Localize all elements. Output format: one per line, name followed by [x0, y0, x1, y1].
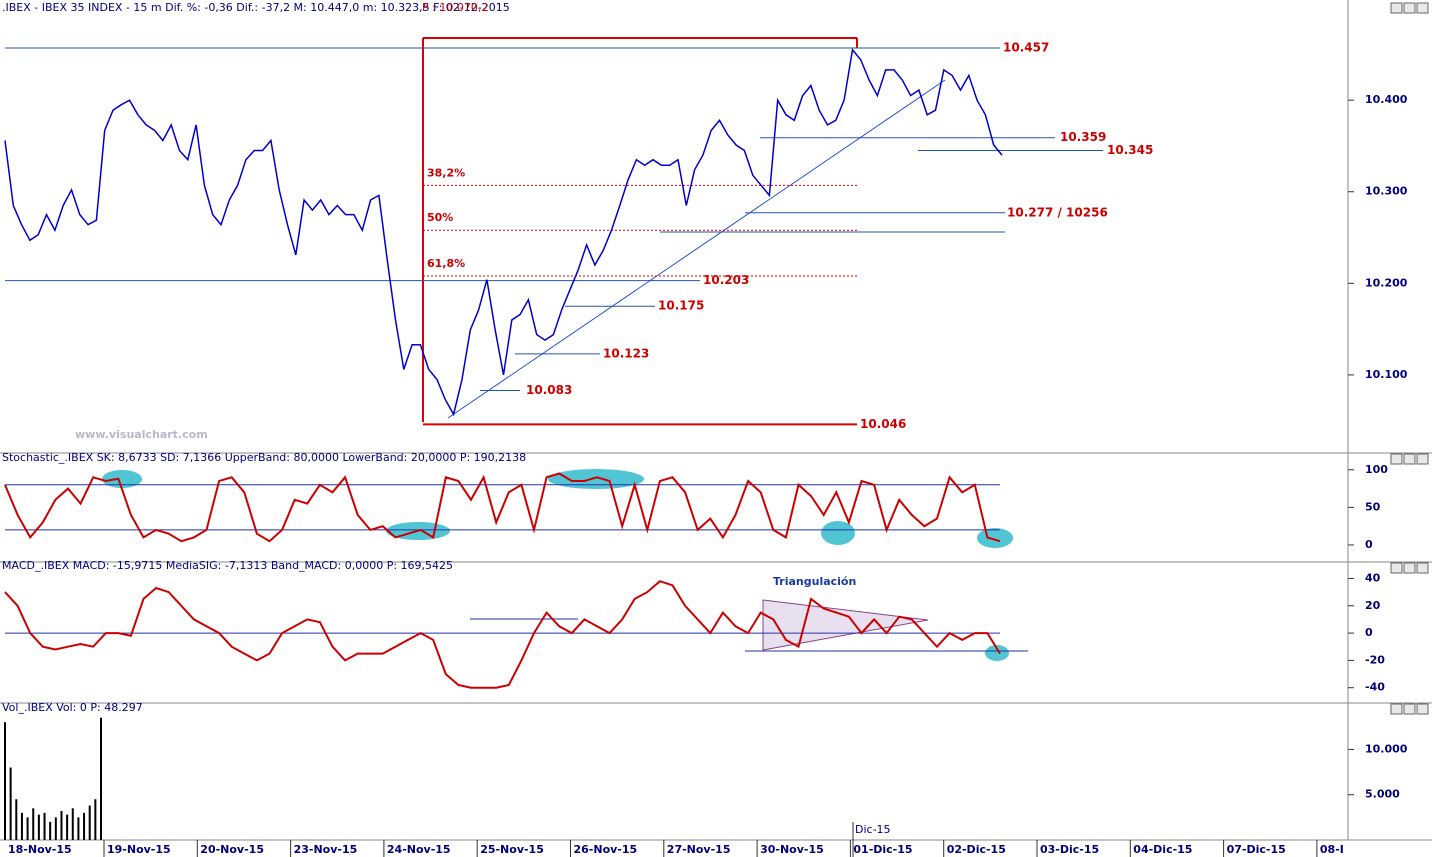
- level-label: 10.046: [860, 417, 906, 431]
- panel-header: Vol_.IBEX Vol: 0 P: 48.297: [2, 701, 143, 714]
- volume-bar: [9, 767, 12, 840]
- x-tick-label: 03-Dic-15: [1040, 843, 1099, 856]
- y-tick-label: 100: [1365, 463, 1388, 476]
- x-tick-label: 07-Dic-15: [1227, 843, 1286, 856]
- volume-bar: [77, 817, 80, 840]
- y-tick-label: 10.100: [1365, 368, 1408, 381]
- y-tick-label: 10.200: [1365, 276, 1408, 289]
- x-tick-label: 19-Nov-15: [107, 843, 171, 856]
- price-label: P : 10.070,2: [422, 1, 488, 14]
- y-tick-label: 50: [1365, 500, 1381, 513]
- volume-bar: [66, 814, 69, 840]
- volume-bar: [15, 799, 18, 840]
- level-label: 10.277 / 10256: [1007, 205, 1108, 219]
- level-label: 10.123: [603, 346, 649, 360]
- fib-label: 50%: [427, 211, 453, 224]
- volume-bar: [60, 811, 63, 840]
- x-tick-label: 18-Nov-15: [8, 843, 72, 856]
- fib-label: 61,8%: [427, 257, 465, 270]
- x-tick-label: 26-Nov-15: [574, 843, 638, 856]
- y-tick-label: 20: [1365, 599, 1381, 612]
- series-line: [4, 48, 1003, 417]
- y-tick-label: 0: [1365, 538, 1373, 551]
- triangle-label: Triangulación: [773, 575, 856, 588]
- x-tick-label: 02-Dic-15: [947, 843, 1006, 856]
- y-tick-label: 5.000: [1365, 788, 1400, 801]
- level-label: 10.345: [1107, 143, 1153, 157]
- volume-bar: [94, 799, 97, 840]
- volume-bar: [71, 808, 74, 840]
- y-tick-label: 10.000: [1365, 742, 1408, 755]
- series-line: [4, 472, 1001, 543]
- x-tick-label: 25-Nov-15: [480, 843, 544, 856]
- series-line: [4, 580, 1001, 689]
- y-tick-label: 10.400: [1365, 93, 1408, 106]
- panel-header: MACD_.IBEX MACD: -15,9715 MediaSIG: -7,1…: [2, 559, 453, 572]
- chart-header: .IBEX - IBEX 35 INDEX - 15 m Dif. %: -0,…: [2, 1, 510, 14]
- volume-bar: [32, 808, 35, 840]
- volume-bar: [26, 817, 29, 840]
- window-buttons[interactable]: [1390, 2, 1429, 715]
- y-tick-label: -20: [1365, 653, 1385, 666]
- month-label: Dic-15: [855, 823, 891, 836]
- x-tick-label: 01-Dic-15: [853, 843, 912, 856]
- volume-bar: [54, 817, 57, 840]
- volume-bar: [20, 812, 23, 840]
- level-label: 10.203: [703, 273, 749, 287]
- y-tick-label: 10.300: [1365, 185, 1408, 198]
- level-label: 10.175: [658, 299, 704, 313]
- volume-bar: [83, 812, 86, 840]
- y-tick-label: -40: [1365, 681, 1385, 694]
- volume-bar: [88, 805, 91, 840]
- volume-bar: [43, 812, 46, 840]
- watermark: www.visualchart.com: [75, 428, 208, 441]
- x-tick-label: 24-Nov-15: [387, 843, 451, 856]
- trend-line: [447, 79, 946, 419]
- x-tick-label: 20-Nov-15: [200, 843, 264, 856]
- x-tick-label: 30-Nov-15: [760, 843, 824, 856]
- volume-bar: [100, 717, 102, 840]
- x-tick-label: 27-Nov-15: [667, 843, 731, 856]
- panel-header: Stochastic_.IBEX SK: 8,6733 SD: 7,1366 U…: [2, 451, 526, 464]
- x-tick-label: 23-Nov-15: [294, 843, 358, 856]
- triangle: [762, 599, 929, 651]
- volume-bar: [37, 814, 40, 840]
- x-tick-label: 04-Dic-15: [1133, 843, 1192, 856]
- x-tick-label: 08-I: [1320, 843, 1344, 856]
- level-label: 10.359: [1060, 130, 1106, 144]
- volume-bar: [4, 722, 6, 840]
- volume-bar: [49, 821, 52, 840]
- level-label: 10.083: [526, 383, 572, 397]
- y-tick-label: 0: [1365, 626, 1373, 639]
- fib-label: 38,2%: [427, 166, 465, 179]
- y-tick-label: 40: [1365, 571, 1381, 584]
- level-label: 10.457: [1003, 40, 1049, 54]
